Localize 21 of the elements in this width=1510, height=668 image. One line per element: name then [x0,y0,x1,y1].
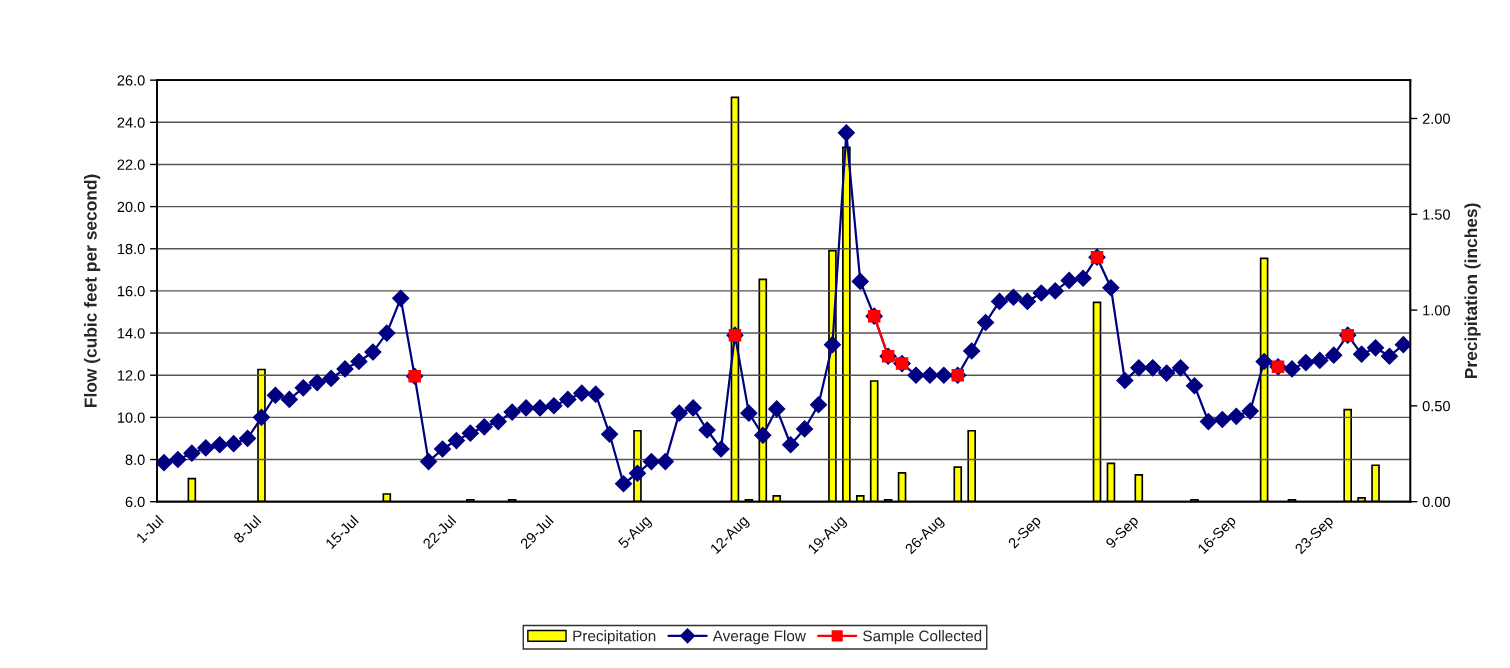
legend-label: Precipitation [573,630,656,645]
y-tick-label: 20.0 [117,201,145,213]
y-tick-label: 6.0 [125,496,145,508]
y-axis-title: Flow (cubic feet per second) [84,174,101,407]
y2-tick-label: 1.50 [1423,209,1450,220]
y2-axis-title: Precipitation (inches) [1464,203,1481,379]
y-tick-label: 16.0 [117,286,145,297]
legend-label: Average Flow [712,630,806,645]
y-tick-label: 8.0 [125,454,145,465]
y-tick-label: 26.0 [117,75,145,86]
legend-label: Sample Collected [863,630,982,645]
y-tick-label: 18.0 [117,243,145,255]
y2-tick-label: 0.00 [1422,496,1450,508]
y-tick-label: 24.0 [117,117,145,128]
y-tick-label: 10.0 [117,412,145,423]
y2-tick-label: 1.00 [1423,305,1450,316]
y2-tick-label: 2.00 [1422,113,1450,124]
y2-tick-label: 0.50 [1422,400,1450,412]
y-tick-label: 14.0 [117,328,145,339]
y-tick-label: 12.0 [117,370,145,381]
y-tick-label: 22.0 [117,159,145,170]
